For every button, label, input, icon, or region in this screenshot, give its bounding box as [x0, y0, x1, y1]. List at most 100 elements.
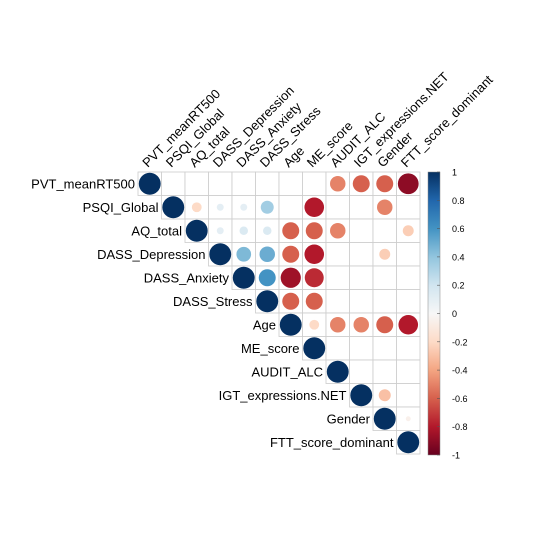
matrix-cell [325, 289, 350, 314]
correlation-circle [398, 314, 419, 335]
matrix-cell [208, 171, 233, 196]
matrix-cell [325, 336, 350, 361]
correlation-circle [304, 244, 325, 265]
correlation-circle [402, 225, 414, 237]
correlation-circle [303, 337, 326, 360]
correlation-circle [305, 292, 323, 310]
row-label: FTT_score_dominant [270, 435, 394, 450]
correlation-circle [162, 196, 185, 219]
correlation-circle [304, 197, 325, 218]
correlation-circle [377, 199, 393, 215]
correlation-circle [260, 200, 274, 214]
matrix-grid [137, 171, 421, 455]
colorbar-tick-label: 0 [452, 309, 457, 319]
matrix-cell [325, 265, 350, 290]
correlation-circle [282, 222, 300, 240]
matrix-cell [396, 336, 421, 361]
correlation-circle [240, 203, 248, 211]
correlation-circle [191, 202, 202, 213]
correlation-circle [379, 248, 391, 260]
colorbar-tick-label: -0.6 [452, 394, 468, 404]
matrix-cell [372, 289, 397, 314]
correlation-circle [352, 175, 370, 193]
correlation-circle [353, 317, 369, 333]
correlation-circle [376, 175, 394, 193]
matrix-cell [325, 195, 350, 220]
correlation-circle [376, 316, 394, 334]
correlation-circle [282, 245, 300, 263]
correlation-circle [236, 246, 252, 262]
matrix-cell [396, 242, 421, 267]
correlation-circle [263, 226, 272, 235]
correlation-circle [258, 269, 276, 287]
matrix-cell [349, 336, 374, 361]
colorbar-tick-label: -1 [452, 451, 460, 461]
row-label: Age [253, 317, 276, 332]
colorbar: 1 0.8 0.6 0.4 0.2 0 -0.2 -0.4 -0.6 -0.8 -1 [427, 168, 468, 461]
matrix-cell [372, 218, 397, 243]
matrix-cell [255, 171, 280, 196]
matrix-cell [349, 195, 374, 220]
row-label: DASS_Stress [173, 294, 253, 309]
row-label: ME_score [241, 341, 300, 356]
matrix-cell [349, 242, 374, 267]
row-label: DASS_Anxiety [144, 270, 230, 285]
colorbar-tick-label: 0.8 [452, 196, 465, 206]
correlation-circle [397, 431, 420, 454]
matrix-cell [372, 336, 397, 361]
column-label: FTT_score_dominant [398, 72, 496, 170]
matrix-cell [396, 359, 421, 384]
matrix-cell [231, 171, 256, 196]
matrix-cell [349, 289, 374, 314]
matrix-cell [184, 171, 209, 196]
matrix-cell [396, 289, 421, 314]
correlation-circle [185, 219, 208, 242]
correlation-circle [232, 266, 255, 289]
correlation-circle [405, 416, 411, 422]
matrix-cell [372, 265, 397, 290]
matrix-cell [396, 383, 421, 408]
matrix-cell [372, 359, 397, 384]
row-label: AQ_total [131, 223, 182, 238]
matrix-cell [349, 359, 374, 384]
correlation-circle [209, 243, 232, 266]
matrix-cell [161, 171, 186, 196]
matrix-cell [396, 195, 421, 220]
row-label: DASS_Depression [97, 247, 205, 262]
matrix-cell [302, 171, 327, 196]
correlation-circle [216, 203, 224, 211]
correlation-circle [138, 172, 161, 195]
colorbar-tick-label: -0.2 [452, 337, 468, 347]
correlation-circle [239, 226, 248, 235]
row-label: Gender [327, 411, 371, 426]
colorbar-tick-label: -0.8 [452, 422, 468, 432]
matrix-cell [278, 195, 303, 220]
row-label: AUDIT_ALC [251, 364, 323, 379]
correlation-circle [330, 223, 346, 239]
correlation-circle [216, 227, 224, 235]
colorbar-tick-label: 0.2 [452, 281, 465, 291]
matrix-cell [278, 171, 303, 196]
correlation-circle [326, 360, 349, 383]
colorbar-tick-label: -0.4 [452, 366, 468, 376]
matrix-cell [325, 242, 350, 267]
colorbar-tick-label: 1 [452, 168, 457, 178]
correlation-circle [330, 317, 346, 333]
row-label: IGT_expressions.NET [219, 388, 347, 403]
correlation-circle [256, 290, 279, 313]
correlation-circle [305, 222, 323, 240]
correlation-circle [373, 407, 396, 430]
correlation-circle [304, 268, 324, 288]
correlation-circle [397, 173, 419, 195]
correlation-circle [330, 176, 346, 192]
correlation-circle [309, 319, 320, 330]
correlation-circles [138, 172, 420, 454]
row-labels: PVT_meanRT500 PSQI_Global AQ_total DASS_Dep… [31, 176, 394, 450]
row-label: PVT_meanRT500 [31, 176, 135, 191]
correlation-circle [378, 389, 391, 402]
correlation-circle [259, 246, 275, 262]
matrix-cell [396, 265, 421, 290]
correlation-circle [350, 384, 373, 407]
correlation-circle [280, 267, 301, 288]
